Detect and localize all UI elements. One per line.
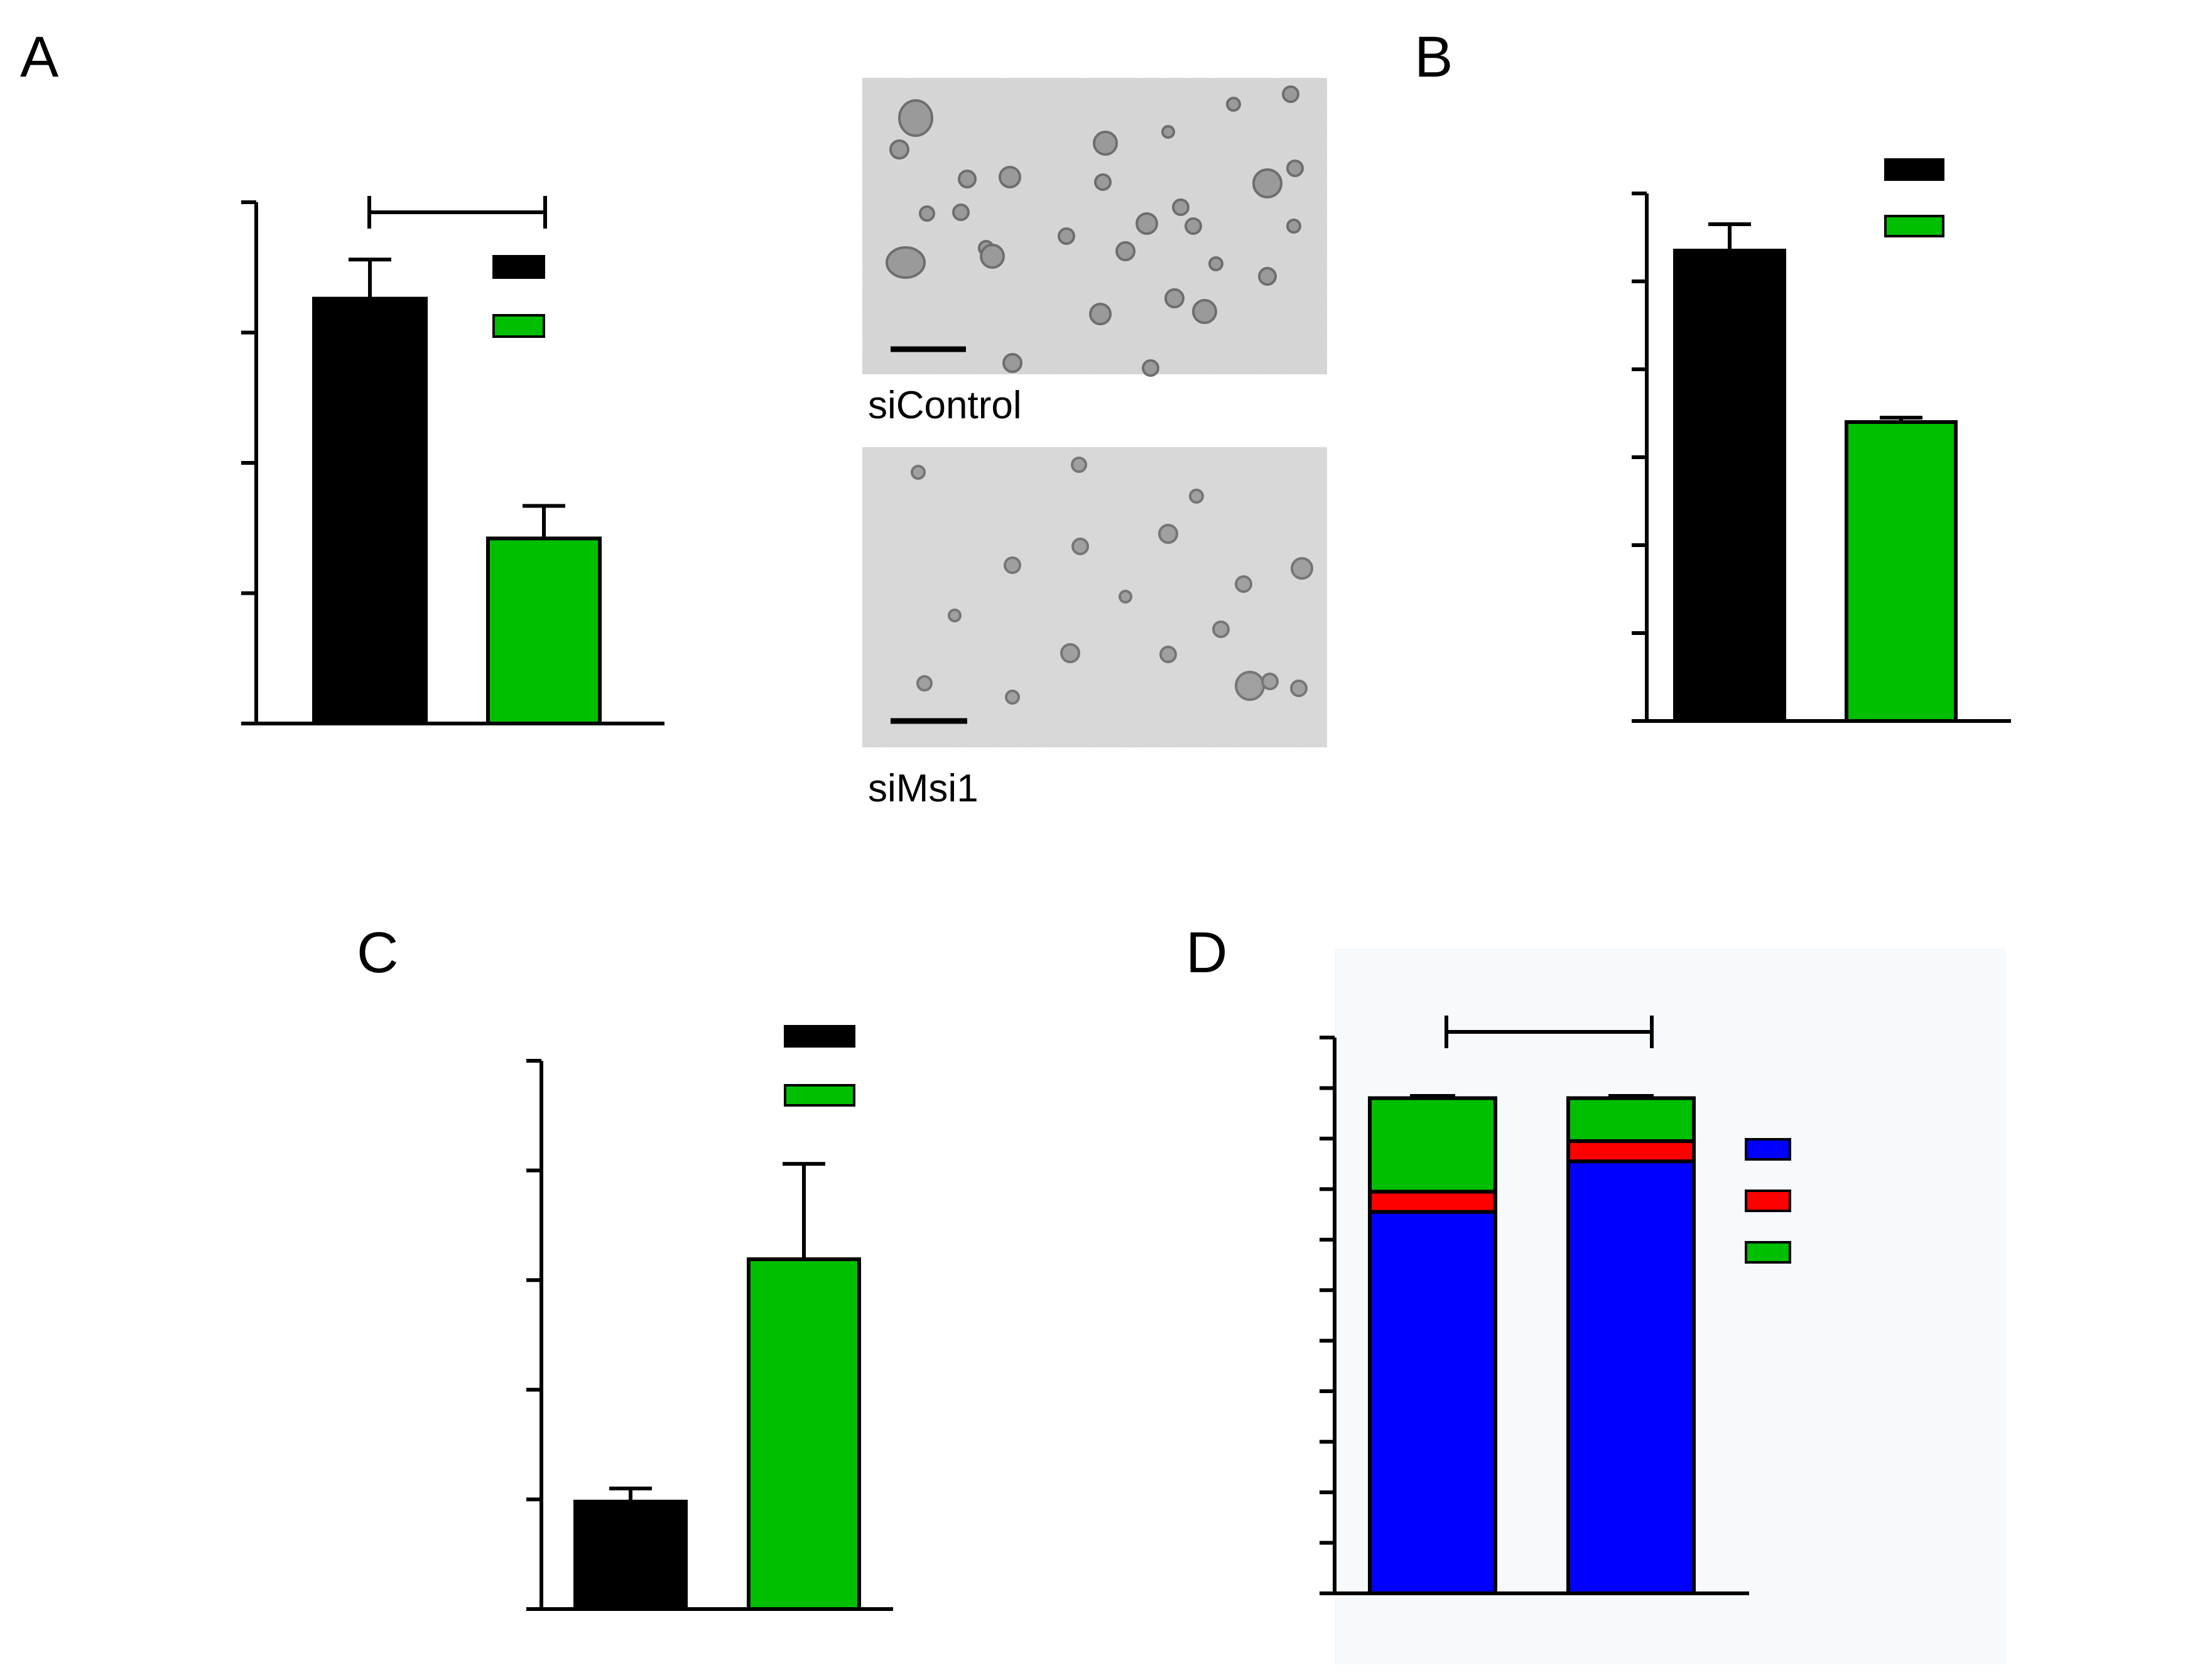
colony-blob (898, 99, 933, 137)
legend-swatch (1884, 215, 1944, 237)
panel-d-chart (1320, 948, 2007, 1664)
colony-blob (1161, 125, 1175, 139)
colony-blob (1282, 85, 1299, 103)
colony-blob (1189, 489, 1204, 504)
bar-siMsi1 (486, 536, 602, 725)
micrograph-sicontrol (862, 78, 1327, 377)
colony-blob (1235, 575, 1252, 593)
colony-blob (1094, 173, 1112, 191)
colony-blob (1058, 227, 1075, 245)
segment-G1 (1368, 1210, 1497, 1596)
segment-S (1368, 1190, 1497, 1214)
legend-swatch (1745, 1138, 1791, 1161)
colony-blob (1142, 359, 1159, 377)
colony-blob (999, 166, 1021, 188)
colony-blob (1235, 671, 1265, 701)
colony-blob (1093, 131, 1118, 156)
colony-blob (1212, 621, 1230, 638)
colony-blob (1192, 299, 1217, 324)
micrograph-caption-simsi1: siMsi1 (868, 767, 979, 810)
segment-G2/M (1368, 1096, 1497, 1194)
legend-swatch (784, 1025, 855, 1048)
colony-blob (948, 609, 962, 622)
legend-swatch (1884, 158, 1944, 181)
colony-blob (1291, 557, 1313, 580)
colony-blob (1261, 673, 1279, 690)
micrograph-simsi1 (862, 447, 1327, 747)
colony-blob (911, 465, 926, 480)
colony-blob (1136, 212, 1158, 235)
colony-blob (1258, 267, 1277, 286)
panel-a-letter: A (20, 25, 59, 89)
bar-siControl (1673, 249, 1786, 723)
segment-S (1566, 1139, 1696, 1164)
colony-blob (886, 246, 926, 279)
panel-c-chart (526, 1025, 893, 1612)
colony-blob (1119, 590, 1132, 604)
colony-blob (1164, 288, 1185, 308)
colony-blob (1290, 680, 1308, 697)
colony-blob (889, 139, 909, 160)
colony-blob (1226, 97, 1241, 112)
colony-blob (1172, 198, 1190, 216)
colony-blob (958, 170, 977, 188)
legend-swatch (492, 314, 545, 338)
colony-blob (952, 203, 970, 221)
colony-blob (1159, 646, 1177, 663)
bar-siMsi1 (1845, 420, 1958, 723)
colony-blob (1286, 160, 1304, 177)
colony-blob (919, 205, 935, 222)
colony-blob (1158, 524, 1178, 544)
panel-d-letter: D (1186, 921, 1227, 985)
panel-c-letter: C (357, 921, 398, 985)
bar-siControl (312, 296, 428, 725)
segment-G2/M (1566, 1096, 1696, 1143)
panel-b-chart (1632, 158, 2011, 723)
micrograph-caption-sicontrol: siControl (868, 384, 1022, 427)
legend-swatch (1745, 1241, 1791, 1264)
colony-blob (1071, 457, 1087, 473)
bar-siControl (573, 1499, 688, 1612)
segment-G1 (1566, 1159, 1696, 1595)
colony-blob (1208, 256, 1223, 271)
colony-blob (1185, 217, 1202, 235)
colony-blob (1005, 690, 1020, 705)
legend-swatch (784, 1084, 855, 1107)
colony-blob (1115, 241, 1136, 261)
colony-blob (1002, 353, 1022, 373)
colony-blob (980, 244, 1005, 269)
panel-a-chart (241, 196, 664, 725)
legend-swatch (492, 255, 545, 279)
colony-blob (1089, 303, 1112, 325)
colony-blob (1004, 556, 1021, 574)
legend-swatch (1745, 1190, 1791, 1212)
colony-blob (1071, 538, 1089, 555)
bar-siMsi1 (747, 1257, 861, 1611)
colony-blob (1252, 168, 1282, 198)
panel-b-letter: B (1414, 25, 1453, 89)
colony-blob (916, 675, 933, 691)
colony-blob (1060, 643, 1080, 663)
colony-blob (1286, 219, 1301, 234)
